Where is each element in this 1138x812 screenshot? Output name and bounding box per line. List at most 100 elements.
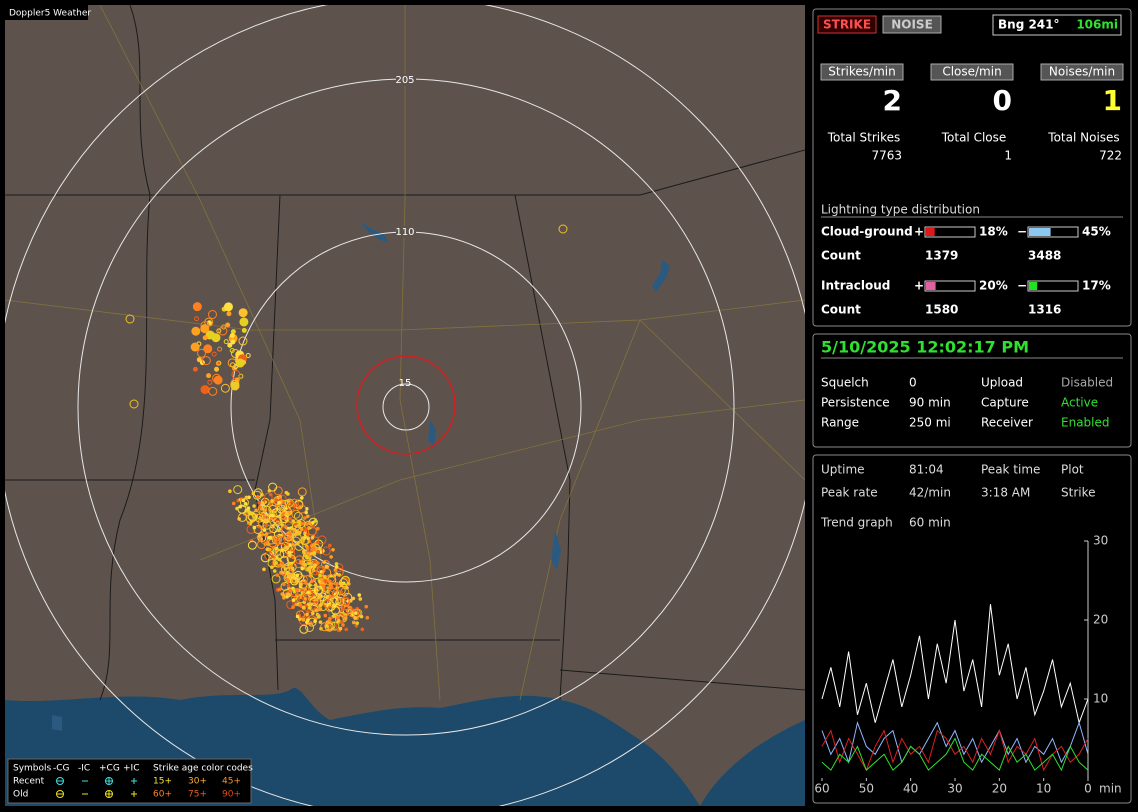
strike-symbol (285, 498, 295, 508)
strike-symbol (355, 621, 359, 625)
strike-symbol (341, 623, 345, 627)
x-tick-label: 30 (947, 782, 962, 796)
total-label: Total Noises (1047, 131, 1119, 145)
strike-symbol (353, 608, 363, 618)
ocean (700, 720, 805, 806)
strike-symbol (335, 615, 340, 620)
noise-label: NOISE (891, 18, 933, 32)
strike-symbol (223, 302, 233, 312)
strike-symbol (304, 522, 309, 526)
pct-bar-frame (1027, 226, 1079, 238)
strike-symbol (216, 328, 222, 334)
strike-symbol (313, 619, 317, 623)
strike-symbol (267, 535, 271, 540)
strike-symbol (206, 373, 212, 379)
x-tick-label: 50 (859, 782, 874, 796)
strike-symbol (284, 532, 294, 542)
info-cell: 90 min (909, 396, 951, 410)
strike-symbol (229, 333, 235, 339)
strike-symbol (272, 569, 277, 573)
legend-header: +IC (123, 764, 139, 774)
noise-button[interactable] (882, 15, 942, 34)
strike-symbol (230, 339, 236, 345)
strike-symbol (323, 613, 328, 618)
stats-panel (812, 454, 1132, 804)
stats-cell: Strike (1061, 486, 1096, 500)
strike-symbol (238, 504, 243, 509)
strike-symbol (323, 579, 328, 583)
strike-symbol (327, 543, 332, 548)
pct-bar-frame (924, 280, 976, 292)
strike-symbol (273, 517, 283, 527)
pct-label: 20% (979, 279, 1008, 293)
strike-symbol (289, 576, 299, 586)
strike-symbol (283, 567, 288, 571)
strike-symbol (312, 551, 317, 555)
strike-symbol (331, 614, 336, 618)
strike-symbol (207, 310, 217, 320)
strike-symbol (351, 596, 356, 601)
strike-symbol (231, 501, 236, 506)
strike-symbol (262, 567, 266, 572)
strike-symbol (317, 615, 321, 619)
info-cell: Squelch (821, 376, 869, 390)
strike-symbol (230, 362, 236, 368)
strike-symbol (302, 586, 312, 596)
strike-symbol (293, 522, 298, 526)
strike-symbol (358, 597, 363, 601)
strike-symbol (252, 490, 262, 500)
strike-symbol (306, 590, 311, 595)
stats-cell: Peak rate (821, 486, 878, 500)
strike-symbol (246, 524, 256, 534)
sign: − (1017, 225, 1027, 239)
strike-symbol (302, 548, 306, 553)
strike-symbol (331, 547, 335, 552)
strike-symbol (299, 582, 303, 587)
strike-symbol (314, 608, 319, 613)
ring-label-bg (396, 226, 416, 238)
strike-symbol (262, 515, 267, 519)
strike-symbol (217, 346, 223, 352)
info-cell: Persistence (821, 396, 890, 410)
strike-symbol (303, 597, 308, 601)
strike-symbol (316, 526, 320, 531)
strike-symbol (326, 586, 330, 590)
strike-symbol (273, 521, 283, 531)
strike-symbol (277, 557, 282, 562)
sign: − (1017, 279, 1027, 293)
strike-symbol (294, 541, 304, 551)
strike-symbol (230, 329, 236, 335)
strike-label: STRIKE (823, 18, 871, 32)
strike-button[interactable] (817, 15, 877, 34)
count: 1316 (1028, 303, 1061, 317)
strike-symbol (307, 566, 311, 571)
strike-symbol (345, 585, 349, 590)
strike-symbol (360, 627, 365, 632)
strike-symbol (319, 570, 324, 574)
strike-symbol (291, 605, 295, 609)
strike-symbol (312, 543, 316, 547)
distribution: Cloud-ground Count + 18% 1379 − 45% 3488 Intracl… (821, 225, 1111, 317)
strike-symbol (340, 575, 350, 585)
strike-symbol (229, 348, 235, 354)
strike-symbol (280, 564, 290, 574)
strike-symbol (273, 497, 283, 507)
strike-symbol (299, 624, 309, 634)
strike-symbol (297, 504, 307, 514)
strike-symbol (225, 322, 231, 328)
total-value: 1 (1004, 149, 1012, 163)
legend-header: +CG (99, 764, 120, 774)
pct-bar (926, 282, 936, 290)
map: 205 110 15 Doppler5 Weather Symbols -CG … (5, 5, 805, 806)
strike-symbol (334, 565, 339, 569)
info-cell: Active (1061, 396, 1098, 410)
strike-symbol (253, 525, 263, 535)
x-tick-label: 10 (1036, 782, 1051, 796)
strike-symbol (125, 314, 135, 324)
ring-label: 205 (395, 75, 414, 86)
strike-symbol (301, 605, 306, 610)
map-title: Doppler5 Weather (9, 9, 91, 19)
strike-symbol (192, 302, 202, 312)
strike-symbol (254, 508, 258, 513)
strike-symbol (281, 526, 291, 536)
